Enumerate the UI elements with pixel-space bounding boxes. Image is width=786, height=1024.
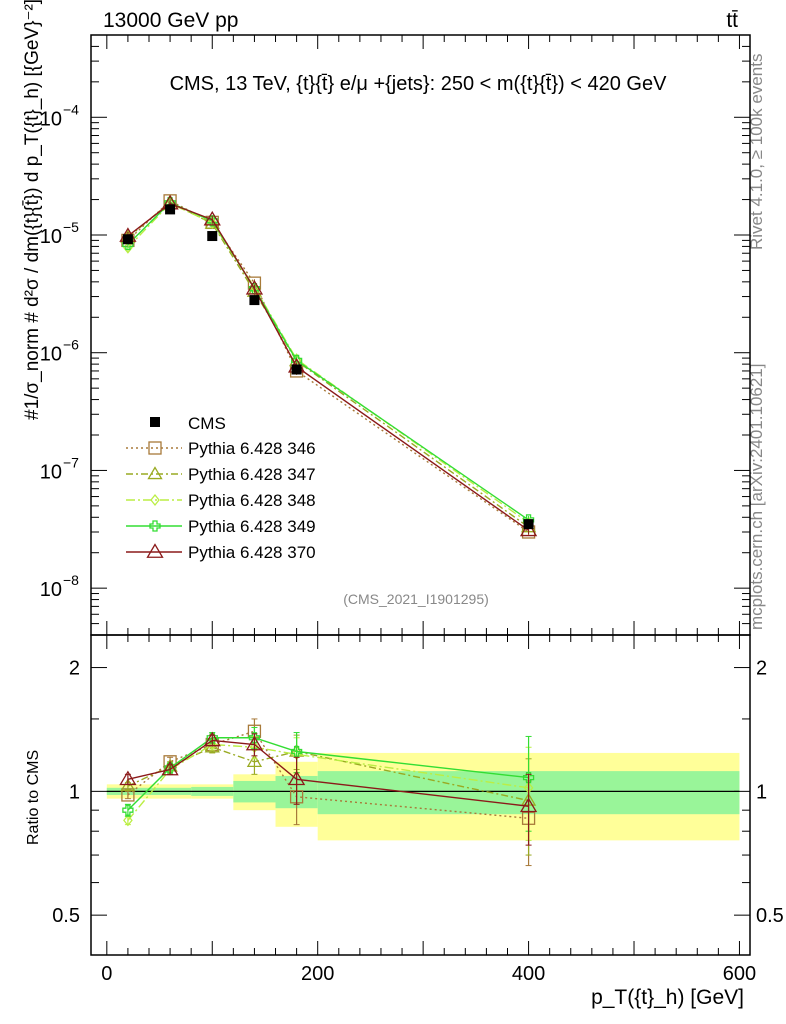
cms-data-point — [291, 364, 302, 375]
series-347-ratio-marker — [246, 754, 263, 767]
y-tick-exponent: −4 — [63, 101, 79, 117]
cms-data-point — [122, 234, 133, 245]
ratio-y-tick-label: 1 — [69, 781, 80, 803]
series-349-ratio-marker — [122, 804, 134, 816]
y-tick-exponent: −5 — [63, 219, 79, 235]
legend-cms-marker — [150, 417, 160, 427]
x-tick-label: 200 — [301, 963, 334, 985]
series-370-ratio-marker — [203, 731, 221, 747]
y-tick-exponent: −8 — [63, 572, 79, 588]
series-370-ratio-marker — [119, 770, 137, 786]
legend-series-348-label: Pythia 6.428 348 — [188, 491, 316, 510]
legend-series-370-marker — [146, 543, 164, 558]
y-tick-label: 10 — [40, 344, 62, 366]
legend-cms-label: CMS — [188, 414, 226, 433]
mcplots-label: mcplots.cern.ch [arXiv:2401.10621] — [747, 364, 766, 630]
series-349-ratio-marker — [290, 745, 303, 758]
x-tick-label: 400 — [512, 963, 545, 985]
legend-series-349-label: Pythia 6.428 349 — [188, 517, 316, 536]
cms-data-point — [207, 231, 218, 242]
series-349-ratio-marker — [248, 732, 261, 744]
main-y-axis-label: #1/σ_norm # d²σ / dm({t}{t̄}) d p_T({t}_… — [22, 0, 43, 420]
y-tick-exponent: −6 — [63, 337, 79, 353]
series-370-marker — [519, 521, 538, 537]
analysis-id-label: (CMS_2021_I1901295) — [343, 591, 489, 607]
legend-series-370-label: Pythia 6.428 370 — [188, 543, 316, 562]
ratio-y-tick-label-right: 2 — [756, 658, 767, 680]
legend-series-346-marker — [148, 441, 162, 455]
header-energy-label: 13000 GeV pp — [103, 9, 238, 32]
legend-series-347-marker — [147, 466, 163, 480]
legend-series-346-label: Pythia 6.428 346 — [188, 439, 316, 458]
ratio-panel: 0 200 400 600 0.5 0.5 1 1 2 2 — [52, 634, 784, 985]
rivet-version-label: Rivet 4.1.0, ≥ 100k events — [747, 54, 766, 250]
y-tick-exponent: −7 — [63, 454, 79, 470]
series-349-ratio-marker — [522, 771, 535, 784]
legend-series-349-marker — [149, 520, 161, 532]
y-tick-label: 10 — [40, 461, 62, 483]
series-370-ratio-marker — [161, 760, 179, 776]
series-370-marker — [203, 210, 221, 226]
ratio-y-tick-label-right: 1 — [756, 781, 767, 803]
cms-data-point — [523, 519, 534, 530]
series-370-ratio-marker — [245, 735, 264, 751]
y-tick-label: 10 — [40, 108, 62, 130]
x-axis-label: p_T({t}_h) [GeV] — [591, 986, 744, 1009]
series-370-ratio-marker — [519, 797, 538, 813]
ratio-frame — [90, 634, 751, 956]
series-348-ratio-line — [127, 743, 529, 821]
legend-series-348-marker — [150, 493, 160, 507]
series-370-ratio-line — [127, 739, 529, 807]
y-tick-label: 10 — [40, 579, 62, 601]
chart-title: CMS, 13 TeV, {t}{t̄} e/μ +{jets}: 250 < … — [170, 73, 668, 95]
ratio-y-tick-label: 0.5 — [52, 905, 80, 927]
header-process-label: tt̄ — [726, 9, 738, 32]
series-370-ratio-marker — [287, 770, 306, 786]
y-tick-label: 10 — [40, 226, 62, 248]
ratio-y-axis-label: Ratio to CMS — [25, 750, 42, 845]
cms-data-point — [249, 295, 260, 306]
series-370-marker — [245, 279, 264, 295]
x-tick-label: 0 — [101, 963, 112, 985]
legend-series-347-label: Pythia 6.428 347 — [188, 465, 316, 484]
series-348-marker — [207, 216, 218, 229]
cms-data-point — [165, 204, 176, 215]
ratio-y-tick-label: 2 — [69, 658, 80, 680]
x-tick-label: 600 — [723, 963, 756, 985]
series-348-ratio-marker — [123, 814, 133, 827]
legend: CMS Pythia 6.428 346 Pythia 6.428 347 Pythi… — [126, 414, 316, 562]
series-349-marker — [206, 215, 218, 227]
ratio-y-tick-label-right: 0.5 — [756, 905, 784, 927]
